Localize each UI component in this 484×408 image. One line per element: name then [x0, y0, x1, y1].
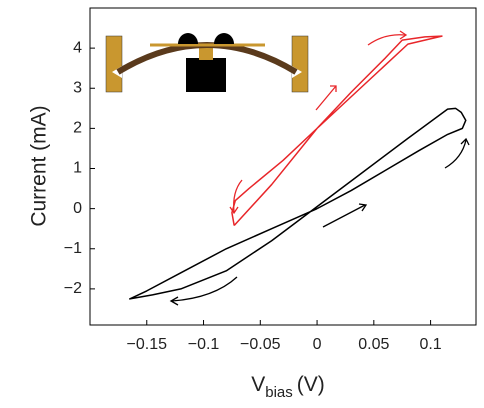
y-tick-label: 2 [73, 120, 82, 137]
y-tick-label: 1 [73, 160, 82, 177]
plot-frame [89, 7, 477, 326]
x-tick-label: 0 [313, 336, 322, 353]
y-tick-label: 0 [73, 200, 82, 217]
arrows [169, 30, 470, 306]
y-tick-label: −2 [64, 280, 82, 297]
y-tick-label: −1 [64, 240, 82, 257]
x-tick-label: 0.1 [419, 336, 441, 353]
x-tick-label: 0.05 [358, 336, 389, 353]
y-axis-label: Current (mA) [28, 105, 51, 226]
x-tick-label: −0.15 [127, 336, 168, 353]
x-axis-label: Vbias (V) [251, 373, 325, 401]
data-line [231, 35, 443, 226]
x-tick-label: −0.05 [240, 336, 281, 353]
x-tick-label: −0.1 [188, 336, 220, 353]
x-label-unit: (V) [297, 373, 325, 396]
x-label-main: V [251, 373, 265, 396]
y-tick-label: 3 [73, 79, 82, 96]
data-line [128, 107, 467, 300]
inset-diagram [105, 33, 309, 93]
x-label-subscript: bias [265, 384, 293, 401]
y-tick-label: 4 [73, 39, 82, 56]
